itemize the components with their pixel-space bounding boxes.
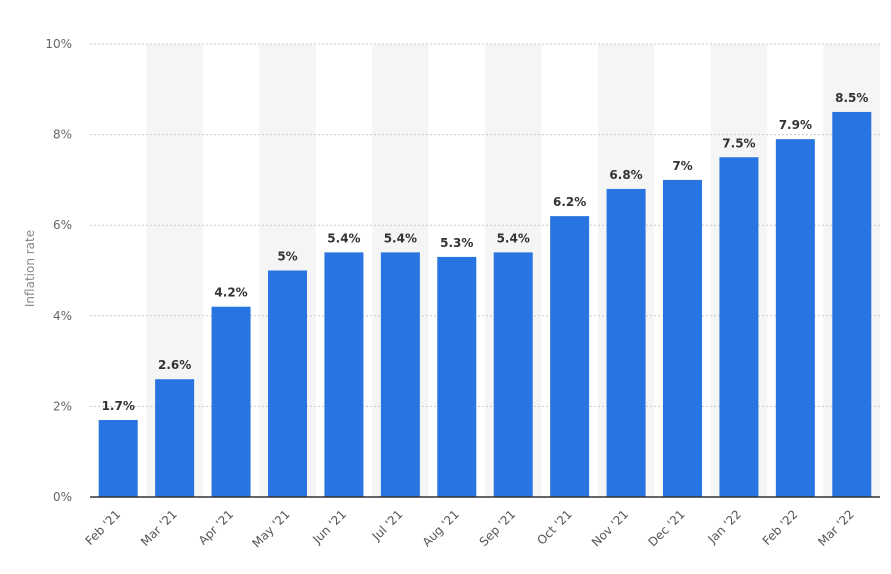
bar <box>211 306 251 497</box>
data-label: 4.2% <box>214 286 247 300</box>
data-label: 7.9% <box>779 118 812 132</box>
x-tick-label: Dec '21 <box>645 507 687 549</box>
y-tick-label: 2% <box>53 399 72 413</box>
y-tick-label: 10% <box>45 37 72 51</box>
y-tick-label: 6% <box>53 218 72 232</box>
bar <box>98 419 138 497</box>
x-tick-label: Nov '21 <box>589 507 631 549</box>
x-tick-label: Oct '21 <box>534 507 574 547</box>
data-label: 8.5% <box>835 91 868 105</box>
bars <box>98 111 872 497</box>
data-label: 6.2% <box>553 195 586 209</box>
data-label: 5% <box>277 250 297 264</box>
x-tick-label: Aug '21 <box>420 507 462 549</box>
y-axis-title: Inflation rate <box>23 230 37 307</box>
bar <box>380 252 420 497</box>
bar <box>775 139 815 497</box>
data-label: 5.4% <box>497 231 530 245</box>
y-tick-label: 4% <box>53 309 72 323</box>
data-label: 5.3% <box>440 236 473 250</box>
x-tick-label: Jun '21 <box>309 507 349 547</box>
y-tick-label: 8% <box>53 128 72 142</box>
data-label: 5.4% <box>384 231 417 245</box>
x-tick-label: Mar '21 <box>138 507 180 549</box>
x-axis-ticks: Feb '21 Mar '21 Apr '21 May '21 Jun '21 Jul '… <box>83 507 857 550</box>
x-tick-label: Feb '21 <box>83 507 124 548</box>
bar <box>606 188 646 497</box>
x-tick-label: Jul '21 <box>369 507 406 544</box>
data-label: 1.7% <box>102 399 135 413</box>
bar <box>663 179 702 497</box>
data-label: 2.6% <box>158 358 191 372</box>
x-tick-label: Apr '21 <box>196 507 236 547</box>
bar <box>550 216 590 497</box>
bar <box>832 111 872 497</box>
x-tick-label: Jan '22 <box>705 507 745 547</box>
data-labels: 1.7% 2.6% 4.2% 5% 5.4% 5.4% 5.3% 5.4% 6.2% 6.8% 7%… <box>102 91 869 413</box>
bar <box>268 270 307 497</box>
y-tick-label: 0% <box>53 490 72 504</box>
x-tick-label: Sep '21 <box>477 507 519 549</box>
bar <box>437 256 477 497</box>
x-tick-label: Feb '22 <box>760 507 801 548</box>
data-label: 5.4% <box>327 231 360 245</box>
bar <box>324 252 364 497</box>
data-label: 7% <box>672 159 692 173</box>
x-tick-label: Mar '22 <box>815 507 857 549</box>
x-tick-label: May '21 <box>249 507 292 550</box>
bar <box>719 157 759 497</box>
data-label: 6.8% <box>609 168 642 182</box>
y-axis-ticks: 0% 2% 4% 6% 8% 10% <box>45 37 72 504</box>
data-label: 7.5% <box>722 136 755 150</box>
bar <box>155 379 195 497</box>
bar <box>493 252 533 497</box>
